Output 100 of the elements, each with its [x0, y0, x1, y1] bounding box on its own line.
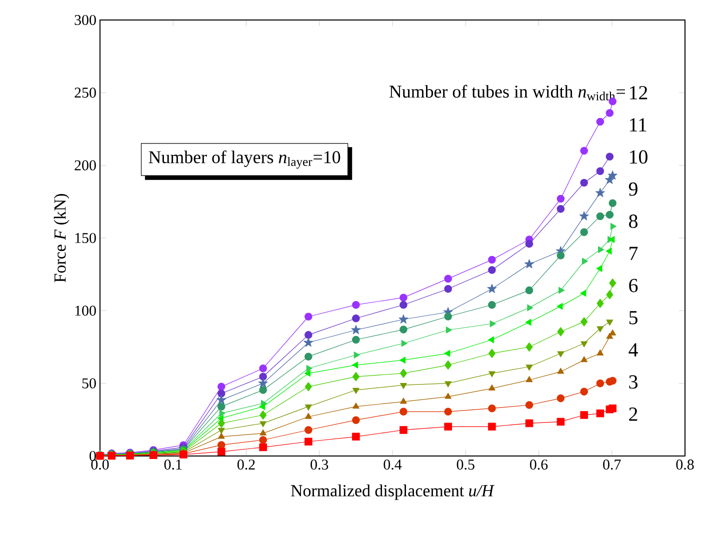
point — [304, 438, 312, 446]
point — [488, 422, 496, 431]
point — [352, 300, 360, 309]
point — [260, 421, 266, 428]
point — [596, 350, 604, 356]
point — [556, 194, 565, 203]
point — [595, 188, 605, 198]
point — [580, 341, 588, 348]
point — [596, 212, 604, 220]
point — [400, 326, 408, 334]
point — [488, 384, 496, 391]
point — [596, 118, 604, 126]
point — [526, 364, 533, 371]
point — [557, 327, 564, 336]
x-tick-label: 0.4 — [384, 460, 402, 470]
point — [218, 432, 225, 439]
point — [608, 404, 616, 412]
point — [488, 256, 496, 264]
point — [598, 246, 604, 254]
point — [218, 382, 226, 391]
point — [488, 348, 496, 358]
point — [218, 448, 226, 456]
annotation: Number of layers n$_{layer}$=10 — [148, 150, 340, 169]
y-axis-title: Force F (kN) — [54, 194, 70, 282]
point — [444, 284, 452, 293]
y-tick-label: 300 — [74, 14, 96, 26]
point — [444, 274, 452, 283]
point — [259, 372, 267, 381]
point — [580, 146, 588, 155]
y-tick-label: 100 — [75, 306, 96, 316]
point — [400, 294, 408, 302]
point — [259, 364, 267, 372]
point — [218, 418, 225, 428]
point — [305, 404, 312, 410]
series-label: 2 — [629, 408, 638, 421]
point — [352, 362, 358, 368]
point — [596, 379, 604, 388]
point — [556, 302, 563, 310]
x-tick-label: 0.3 — [310, 460, 328, 470]
point — [609, 329, 616, 336]
point — [556, 252, 565, 260]
point — [446, 326, 452, 334]
point — [488, 404, 496, 412]
point — [524, 259, 534, 268]
x-axis-title: Normalized displacement u/H — [291, 484, 494, 500]
series-label: 3 — [629, 375, 638, 389]
point — [580, 356, 588, 362]
point — [488, 371, 496, 378]
point — [400, 408, 408, 416]
point — [444, 381, 452, 388]
point — [398, 314, 408, 324]
point — [444, 360, 452, 370]
series-label: 5 — [629, 311, 638, 324]
point — [606, 210, 614, 219]
point — [304, 338, 314, 347]
point — [259, 386, 267, 394]
point — [352, 314, 360, 322]
point — [216, 395, 226, 404]
x-tick-label: 0.7 — [603, 460, 621, 470]
point — [596, 326, 604, 332]
point — [444, 422, 452, 431]
point — [525, 419, 534, 428]
point — [490, 320, 496, 328]
point — [400, 382, 407, 389]
point — [352, 372, 360, 382]
point — [610, 222, 616, 230]
point — [218, 428, 225, 434]
point — [260, 429, 266, 436]
point — [352, 432, 360, 441]
point — [400, 398, 407, 404]
point — [304, 331, 312, 339]
point — [400, 368, 407, 378]
point — [580, 317, 588, 326]
point — [608, 170, 618, 180]
point — [525, 401, 534, 409]
point — [352, 336, 360, 344]
point — [400, 426, 408, 434]
point — [444, 312, 452, 320]
point — [354, 352, 360, 358]
point — [488, 336, 494, 344]
point — [400, 300, 408, 309]
point — [608, 199, 616, 208]
point — [580, 290, 586, 297]
point — [582, 258, 588, 265]
point — [580, 411, 588, 419]
series-label: 12 — [630, 86, 648, 100]
point — [525, 240, 534, 248]
point — [304, 370, 310, 377]
point — [525, 286, 534, 294]
point — [606, 109, 614, 117]
x-tick-label: 0.6 — [530, 460, 548, 470]
point — [305, 412, 312, 419]
point — [401, 340, 408, 347]
point — [556, 418, 565, 426]
point — [596, 265, 602, 272]
series-label: 9 — [628, 182, 638, 196]
point — [609, 278, 616, 288]
point — [580, 228, 588, 236]
point — [352, 388, 360, 394]
y-tick-label: 50 — [82, 378, 96, 388]
